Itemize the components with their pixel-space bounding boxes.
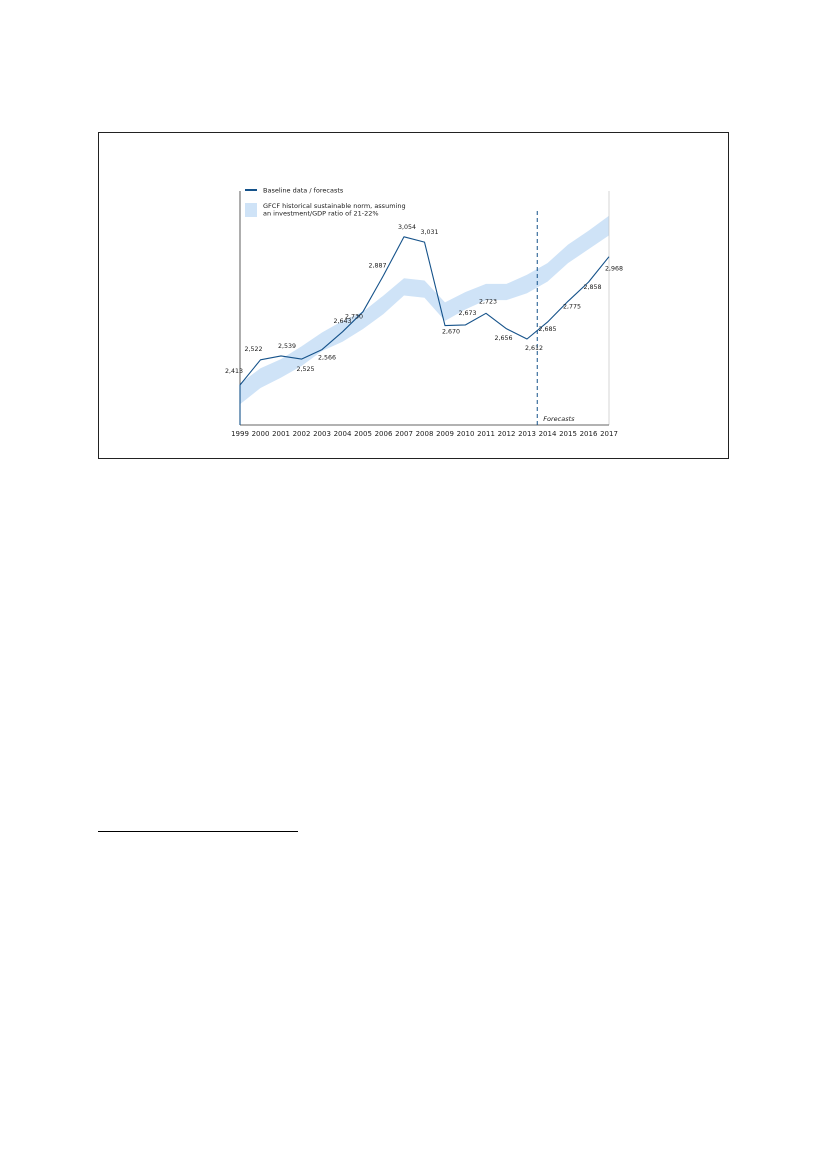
data-label: 2,612 bbox=[525, 345, 543, 352]
data-label: 2,775 bbox=[563, 303, 581, 310]
x-tick-label: 2012 bbox=[498, 430, 516, 438]
data-label: 2,670 bbox=[442, 329, 460, 336]
x-tick-label: 2013 bbox=[518, 430, 536, 438]
x-tick-label: 2003 bbox=[313, 430, 331, 438]
data-label: 2,685 bbox=[538, 326, 556, 333]
data-label: 2,730 bbox=[345, 314, 363, 321]
x-tick-label: 2011 bbox=[477, 430, 495, 438]
x-tick-label: 2015 bbox=[559, 430, 577, 438]
x-tick-label: 2017 bbox=[600, 430, 618, 438]
baseline-series-line bbox=[239, 236, 610, 425]
data-label: 2,858 bbox=[583, 284, 601, 291]
x-tick-label: 2009 bbox=[436, 430, 454, 438]
data-label: 2,539 bbox=[278, 343, 296, 350]
data-label: 2,673 bbox=[458, 310, 476, 317]
data-label: 2,643 bbox=[333, 318, 351, 325]
data-label: 2,413 bbox=[225, 368, 243, 375]
x-tick-label: 2000 bbox=[252, 430, 270, 438]
data-label: 2,522 bbox=[244, 346, 262, 353]
x-tick-label: 2010 bbox=[457, 430, 475, 438]
data-label: 3,054 bbox=[398, 224, 416, 231]
x-tick-label: 1999 bbox=[231, 430, 249, 438]
data-label: 2,566 bbox=[318, 355, 336, 362]
data-label: 2,723 bbox=[479, 298, 497, 305]
legend-label-baseline: Baseline data / forecasts bbox=[263, 187, 344, 195]
legend-label-band-line1: GFCF historical sustainable norm, assumi… bbox=[263, 202, 406, 210]
x-tick-label: 2007 bbox=[395, 430, 413, 438]
data-label: 3,031 bbox=[420, 229, 438, 236]
x-tick-label: 2006 bbox=[375, 430, 393, 438]
x-tick-label: 2002 bbox=[293, 430, 311, 438]
data-label: 2,968 bbox=[605, 266, 623, 273]
x-tick-label: 2016 bbox=[580, 430, 598, 438]
data-label: 2,525 bbox=[296, 366, 314, 373]
legend-label-band: GFCF historical sustainable norm, assumi… bbox=[263, 202, 408, 218]
legend-label-band-line2: an investment/GDP ratio of 21-22% bbox=[263, 210, 379, 218]
forecast-annotation: Forecasts bbox=[543, 415, 575, 423]
x-tick-label: 2001 bbox=[272, 430, 290, 438]
x-tick-label: 2008 bbox=[416, 430, 434, 438]
data-label: 2,656 bbox=[494, 335, 512, 342]
footnote-separator bbox=[98, 831, 298, 832]
chart-frame: Baseline data / forecasts GFCF historica… bbox=[98, 132, 729, 459]
legend-band-swatch bbox=[245, 203, 257, 217]
gfcf-line-chart: Baseline data / forecasts GFCF historica… bbox=[225, 187, 623, 439]
data-label: 2,887 bbox=[368, 262, 386, 269]
x-tick-label: 2005 bbox=[354, 430, 372, 438]
x-tick-label: 2004 bbox=[334, 430, 352, 438]
legend: Baseline data / forecasts GFCF historica… bbox=[245, 187, 408, 218]
x-tick-label: 2014 bbox=[539, 430, 557, 438]
